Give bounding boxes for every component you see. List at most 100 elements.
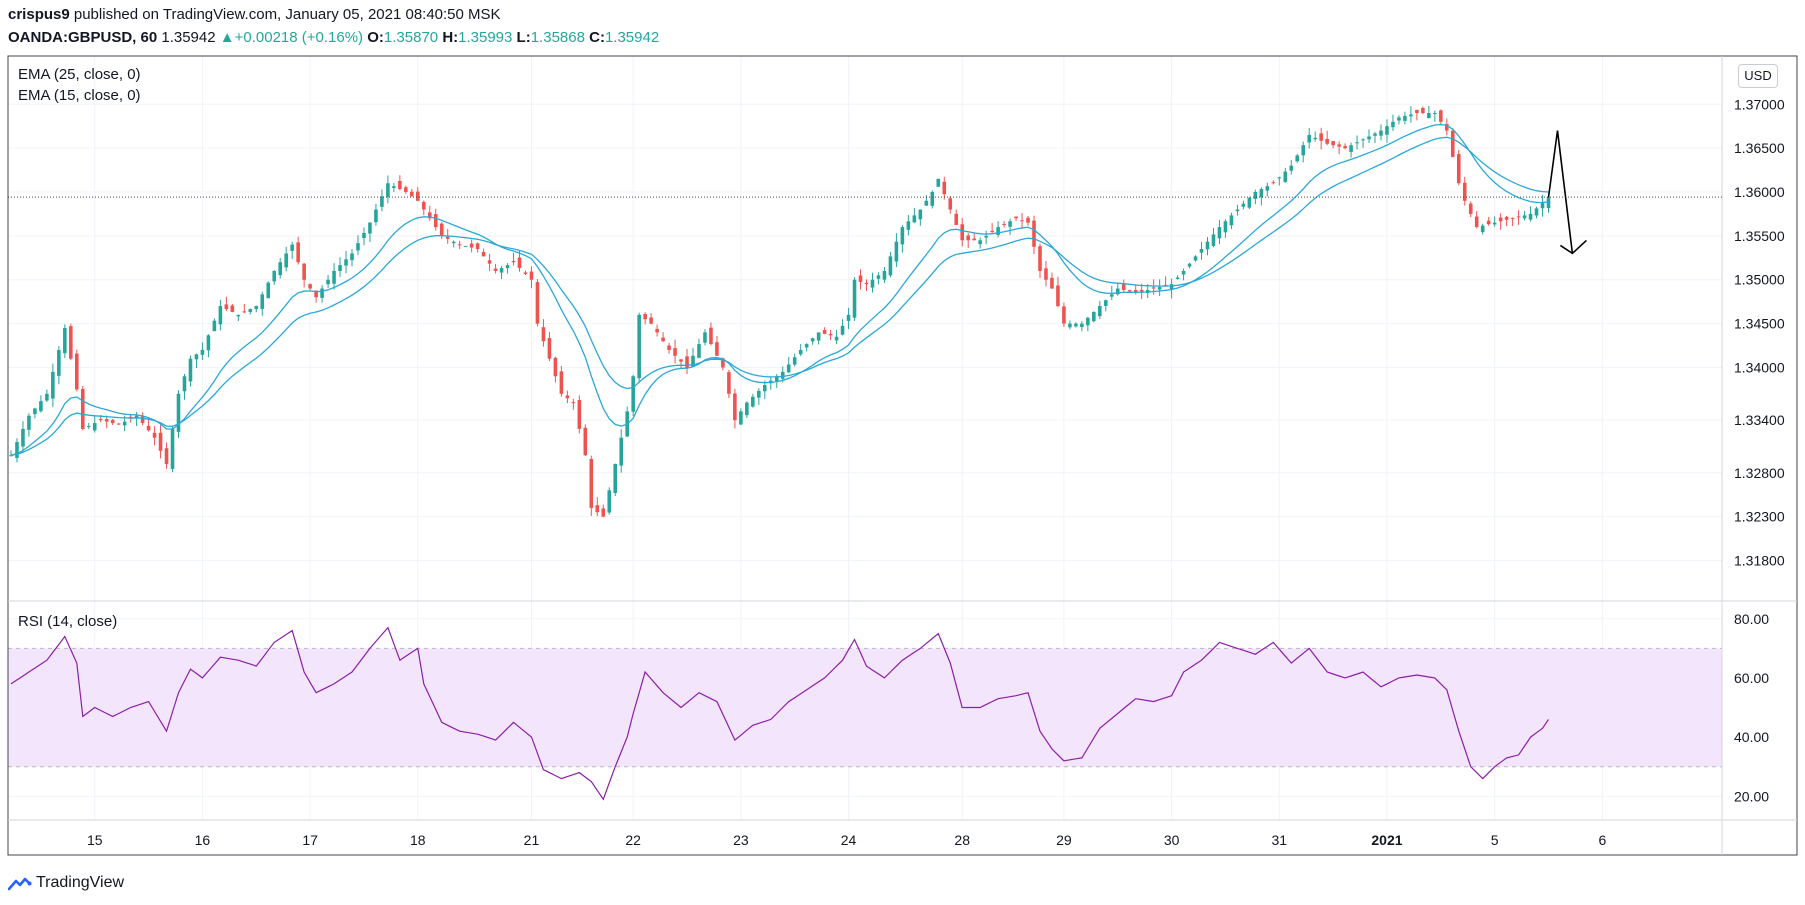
candle-body: [445, 236, 450, 239]
legend-rsi[interactable]: RSI (14, close): [18, 613, 118, 630]
footer-brand: TradingView: [36, 874, 125, 891]
candle-body: [116, 423, 121, 425]
quote-line: OANDA:GBPUSD, 60 1.35942 ▲+0.00218 (+0.1…: [8, 29, 659, 46]
candle-body: [188, 358, 193, 382]
candle-body: [433, 214, 438, 228]
candle-body: [481, 251, 486, 257]
price-tick-label: 1.33400: [1734, 412, 1785, 428]
time-tick-label: 21: [524, 832, 540, 848]
candle-body: [1295, 155, 1300, 162]
candle-body: [517, 257, 522, 269]
candle-body: [1433, 113, 1437, 115]
low-label: L:: [516, 29, 531, 46]
candle-body: [1241, 203, 1246, 207]
price-tick-label: 1.36000: [1734, 184, 1785, 200]
author-name[interactable]: crispus9: [8, 6, 70, 23]
candle-body: [1038, 246, 1042, 271]
candle-body: [1391, 121, 1395, 128]
candle-body: [864, 282, 869, 285]
rsi-axis[interactable]: 80.00 60.00 40.00 20.00: [1734, 611, 1769, 805]
rsi-band-fill: [8, 648, 1722, 767]
candle-body: [936, 178, 941, 187]
candle-body: [398, 180, 402, 190]
candle-body: [80, 388, 85, 429]
candle-body: [978, 240, 982, 245]
candle-body: [158, 432, 163, 451]
candle-body: [900, 227, 905, 245]
price-tick-label: 1.32800: [1734, 465, 1785, 481]
candle-body: [1121, 284, 1126, 290]
candle-body: [1486, 220, 1491, 225]
candle-body: [762, 385, 767, 392]
candle-body: [1205, 241, 1210, 250]
price-axis[interactable]: 1.37000 1.36500 1.36000 1.35500 1.35000 1.345…: [1734, 96, 1785, 568]
candle-body: [733, 393, 737, 421]
candle-body: [1468, 203, 1473, 214]
candle-body: [1169, 284, 1174, 290]
candle-body: [541, 327, 546, 342]
candle-body: [1522, 215, 1527, 219]
candle-body: [822, 330, 827, 334]
candle-body: [386, 183, 390, 197]
candle-body: [1008, 221, 1012, 227]
time-axis[interactable]: 15 16 17 18 21 22 23 24 28 29 30 31 2021 5 6: [87, 832, 1606, 848]
candle-body: [691, 355, 695, 367]
candle-body: [206, 335, 211, 351]
candle-body: [1534, 208, 1539, 216]
candle-body: [1450, 130, 1455, 157]
high-label: H:: [442, 29, 459, 46]
candle-body: [1050, 277, 1054, 289]
candle-body: [314, 290, 318, 298]
candle-body: [1313, 137, 1317, 140]
symbol-label[interactable]: OANDA:GBPUSD, 60: [8, 29, 158, 46]
time-tick-label: 29: [1056, 832, 1072, 848]
drawing-arrow[interactable]: [1547, 130, 1587, 255]
candle-body: [427, 212, 432, 219]
arrowhead-icon: [1559, 239, 1587, 255]
candle-body: [535, 282, 540, 324]
candle-body: [254, 306, 259, 310]
legend-ema15[interactable]: EMA (15, close, 0): [18, 87, 141, 104]
candle-body: [589, 459, 594, 508]
candle-body: [816, 332, 821, 341]
candle-body: [1456, 154, 1461, 184]
candle-body: [21, 428, 25, 447]
candle-body: [284, 253, 288, 268]
candle-body: [332, 270, 336, 284]
candle-body: [685, 356, 689, 368]
candle-body: [505, 265, 510, 269]
candle-body: [475, 243, 480, 250]
rsi-tick-label: 40.00: [1734, 729, 1769, 745]
candle-body: [242, 311, 247, 313]
candle-body: [344, 259, 348, 266]
candle-body: [727, 372, 731, 394]
candle-body: [1516, 216, 1521, 218]
candle-body: [487, 260, 492, 264]
ema-lines: [10, 123, 1549, 456]
candle-body: [1157, 287, 1162, 290]
time-tick-label: 5: [1491, 832, 1499, 848]
candle-body: [1026, 217, 1030, 223]
candle-body: [840, 325, 845, 335]
candle-body: [146, 425, 151, 431]
candle-body: [1032, 220, 1036, 247]
currency-badge[interactable]: USD: [1738, 64, 1778, 88]
candle-body: [1247, 197, 1252, 208]
candle-body: [948, 198, 953, 210]
high-value: 1.35993: [458, 29, 513, 46]
candle-body: [362, 232, 366, 239]
candle-body: [697, 344, 701, 358]
rsi-tick-label: 20.00: [1734, 788, 1769, 804]
footer-logo[interactable]: TradingView: [8, 872, 124, 894]
time-tick-label: 16: [195, 832, 211, 848]
candle-body: [637, 314, 641, 379]
rsi-line-group: [10, 626, 1549, 801]
legend-ema25[interactable]: EMA (25, close, 0): [18, 66, 141, 83]
candle-body: [469, 243, 474, 248]
candle-body: [942, 181, 947, 195]
candle-body: [1427, 113, 1431, 119]
time-tick-label: 31: [1272, 832, 1288, 848]
open-label: O:: [367, 29, 384, 46]
candle-body: [224, 304, 229, 309]
